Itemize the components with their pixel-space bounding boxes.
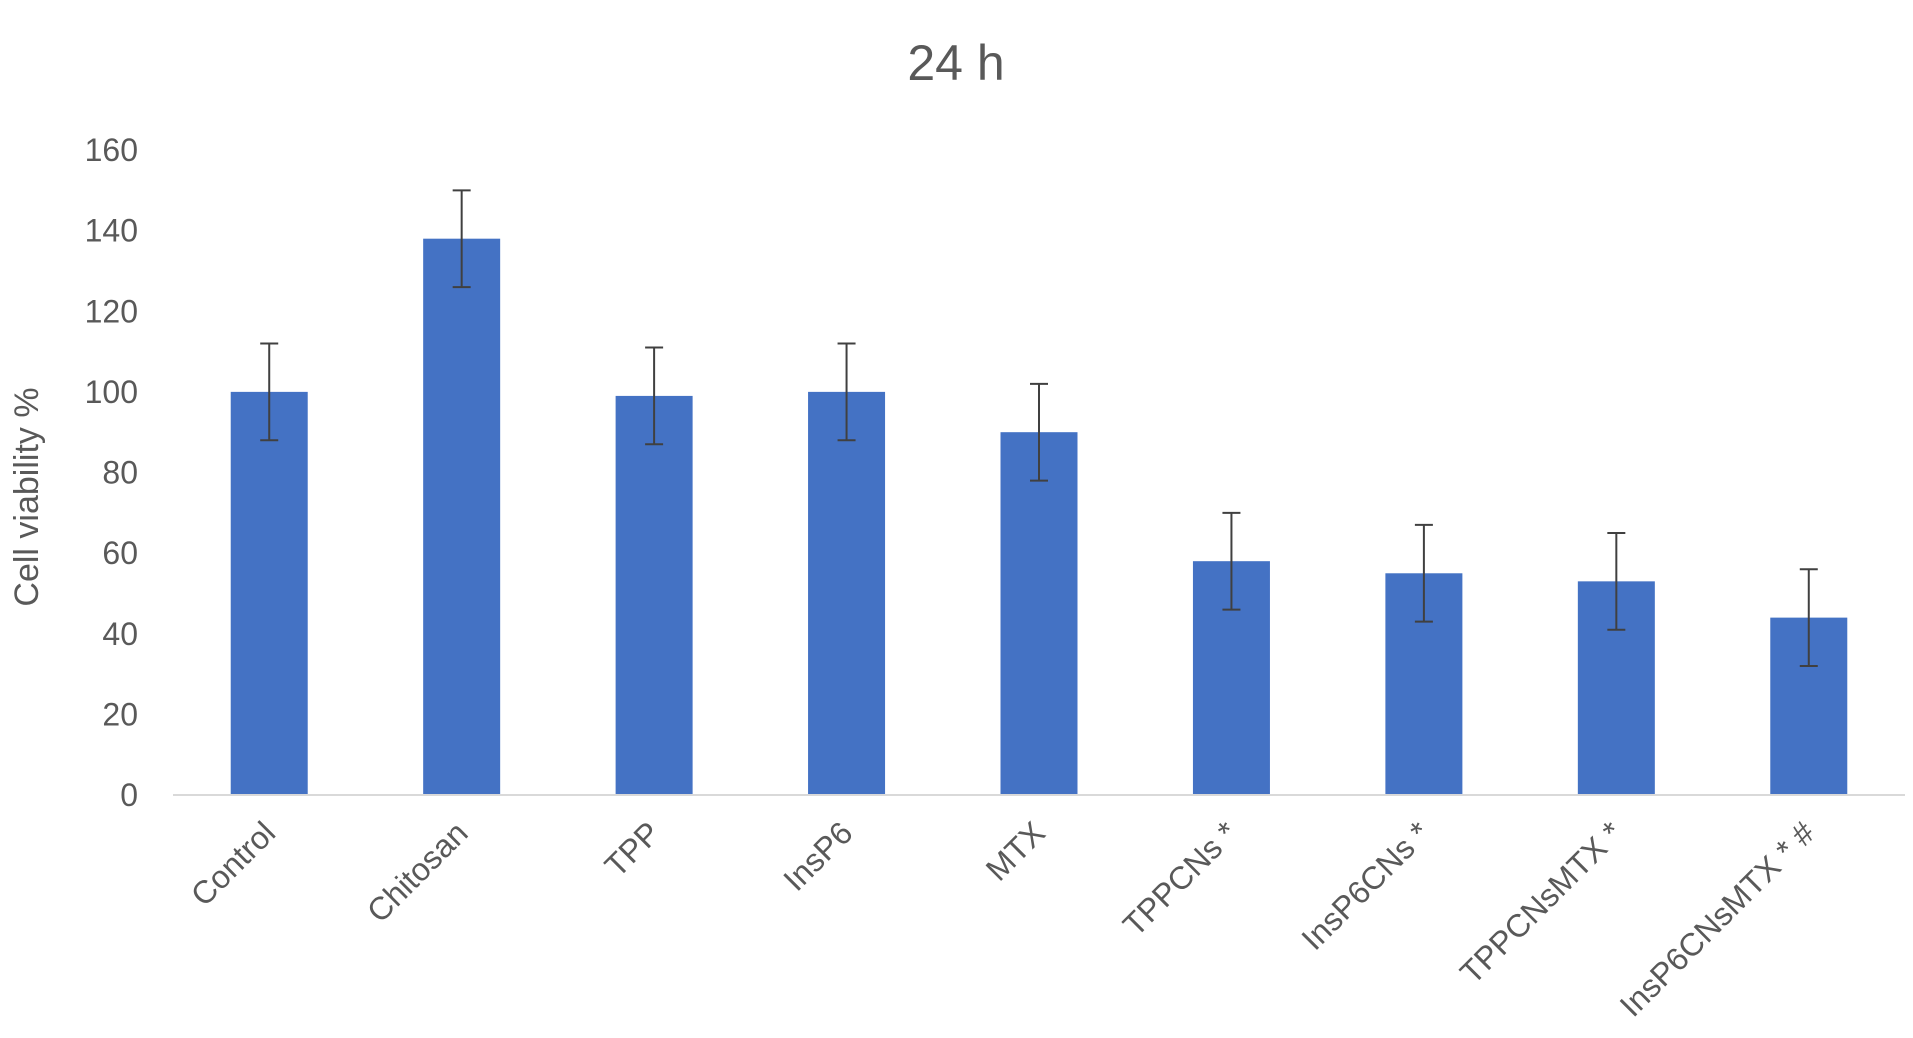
y-tick-label-7: 140 xyxy=(85,213,138,249)
y-tick-label-1: 20 xyxy=(102,696,138,732)
y-tick-label-6: 120 xyxy=(85,293,138,329)
x-axis-category-labels: Control Chitosan TPP InsP6 MTX TPPCNs * InsP6C… xyxy=(184,814,1822,1023)
x-category-label-4: MTX xyxy=(979,814,1052,887)
y-tick-label-0: 0 xyxy=(120,777,138,813)
x-category-label-0: Control xyxy=(184,814,282,912)
x-category-label-6: InsP6CNs * xyxy=(1294,814,1436,956)
x-category-label-5: TPPCNs * xyxy=(1116,814,1245,943)
x-category-label-8: InsP6CNsMTX * # xyxy=(1613,814,1822,1023)
x-category-label-7: TPPCNsMTX * xyxy=(1453,814,1629,990)
bar-0 xyxy=(230,391,308,795)
x-category-label-3: InsP6 xyxy=(776,814,859,897)
y-axis-title: Cell viability % xyxy=(8,387,46,606)
bar-4 xyxy=(1000,432,1078,795)
y-tick-label-3: 60 xyxy=(102,535,138,571)
bar-2 xyxy=(615,395,693,795)
chart-title: 24 h xyxy=(907,35,1004,91)
y-tick-label-8: 160 xyxy=(85,132,138,168)
y-tick-label-2: 40 xyxy=(102,616,138,652)
y-tick-label-5: 100 xyxy=(85,374,138,410)
bars xyxy=(230,238,1848,795)
x-category-label-1: Chitosan xyxy=(360,814,475,929)
bar-1 xyxy=(423,238,501,795)
y-tick-label-4: 80 xyxy=(102,455,138,491)
x-category-label-2: TPP xyxy=(598,814,667,883)
bar-3 xyxy=(808,391,886,795)
error-bars xyxy=(260,189,1818,667)
y-axis-ticks: 0 20 40 60 80 100 120 140 160 xyxy=(85,132,138,813)
